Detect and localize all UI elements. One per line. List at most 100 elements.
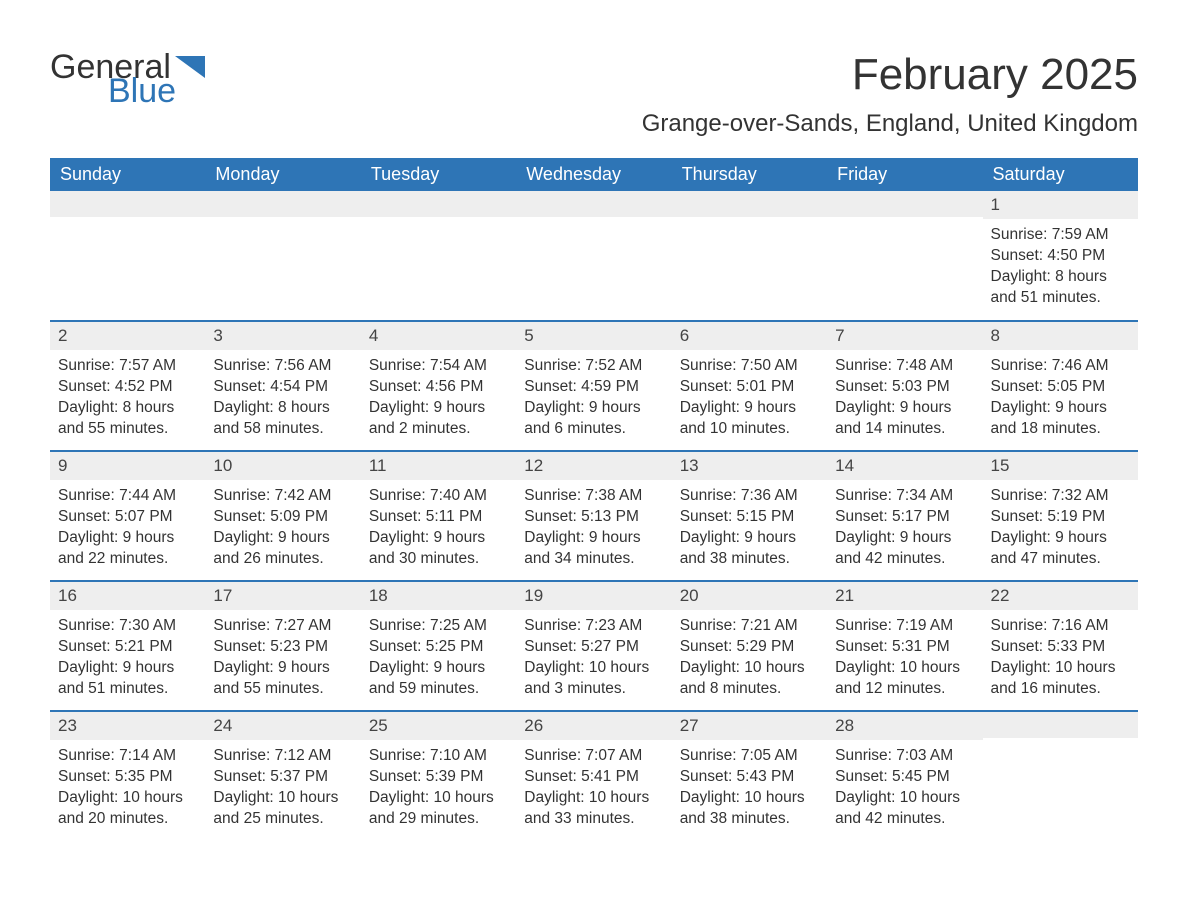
col-thursday: Thursday xyxy=(672,158,827,191)
calendar-cell: 4Sunrise: 7:54 AMSunset: 4:56 PMDaylight… xyxy=(361,321,516,451)
daylight2-text: and 33 minutes. xyxy=(524,809,663,830)
calendar-cell: 27Sunrise: 7:05 AMSunset: 5:43 PMDayligh… xyxy=(672,711,827,841)
sunset-text: Sunset: 5:41 PM xyxy=(524,767,663,788)
daylight2-text: and 55 minutes. xyxy=(213,679,352,700)
col-tuesday: Tuesday xyxy=(361,158,516,191)
sunset-text: Sunset: 5:03 PM xyxy=(835,377,974,398)
daylight2-text: and 2 minutes. xyxy=(369,419,508,440)
day-content: Sunrise: 7:46 AMSunset: 5:05 PMDaylight:… xyxy=(983,350,1138,446)
sunrise-text: Sunrise: 7:07 AM xyxy=(524,746,663,767)
day-content: Sunrise: 7:14 AMSunset: 5:35 PMDaylight:… xyxy=(50,740,205,836)
daylight2-text: and 18 minutes. xyxy=(991,419,1130,440)
daylight1-text: Daylight: 9 hours xyxy=(991,398,1130,419)
sunrise-text: Sunrise: 7:03 AM xyxy=(835,746,974,767)
sunrise-text: Sunrise: 7:36 AM xyxy=(680,486,819,507)
day-content: Sunrise: 7:40 AMSunset: 5:11 PMDaylight:… xyxy=(361,480,516,576)
sunset-text: Sunset: 4:52 PM xyxy=(58,377,197,398)
sunset-text: Sunset: 5:33 PM xyxy=(991,637,1130,658)
day-content: Sunrise: 7:48 AMSunset: 5:03 PMDaylight:… xyxy=(827,350,982,446)
day-number: 3 xyxy=(205,322,360,350)
daylight1-text: Daylight: 9 hours xyxy=(835,398,974,419)
sunset-text: Sunset: 5:31 PM xyxy=(835,637,974,658)
sunset-text: Sunset: 5:19 PM xyxy=(991,507,1130,528)
calendar-body: 1Sunrise: 7:59 AMSunset: 4:50 PMDaylight… xyxy=(50,191,1138,841)
sunrise-text: Sunrise: 7:57 AM xyxy=(58,356,197,377)
sunset-text: Sunset: 5:37 PM xyxy=(213,767,352,788)
sunrise-text: Sunrise: 7:27 AM xyxy=(213,616,352,637)
calendar-cell xyxy=(983,711,1138,841)
calendar-cell xyxy=(205,191,360,321)
page-header: General Blue February 2025 Grange-over-S… xyxy=(50,50,1138,138)
sunset-text: Sunset: 5:11 PM xyxy=(369,507,508,528)
calendar-cell: 23Sunrise: 7:14 AMSunset: 5:35 PMDayligh… xyxy=(50,711,205,841)
day-number: 16 xyxy=(50,582,205,610)
daylight1-text: Daylight: 9 hours xyxy=(58,528,197,549)
sunset-text: Sunset: 5:23 PM xyxy=(213,637,352,658)
daylight1-text: Daylight: 10 hours xyxy=(524,788,663,809)
day-number: 10 xyxy=(205,452,360,480)
day-number: 4 xyxy=(361,322,516,350)
calendar-cell: 12Sunrise: 7:38 AMSunset: 5:13 PMDayligh… xyxy=(516,451,671,581)
sunrise-text: Sunrise: 7:54 AM xyxy=(369,356,508,377)
daylight2-text: and 29 minutes. xyxy=(369,809,508,830)
empty-day xyxy=(205,191,360,217)
calendar-cell xyxy=(50,191,205,321)
month-title: February 2025 xyxy=(642,50,1138,100)
day-number: 27 xyxy=(672,712,827,740)
daylight1-text: Daylight: 9 hours xyxy=(524,528,663,549)
day-content: Sunrise: 7:52 AMSunset: 4:59 PMDaylight:… xyxy=(516,350,671,446)
day-content: Sunrise: 7:21 AMSunset: 5:29 PMDaylight:… xyxy=(672,610,827,706)
daylight1-text: Daylight: 10 hours xyxy=(680,658,819,679)
daylight1-text: Daylight: 9 hours xyxy=(680,528,819,549)
day-number: 22 xyxy=(983,582,1138,610)
day-content: Sunrise: 7:10 AMSunset: 5:39 PMDaylight:… xyxy=(361,740,516,836)
col-monday: Monday xyxy=(205,158,360,191)
sunset-text: Sunset: 5:01 PM xyxy=(680,377,819,398)
calendar-cell: 17Sunrise: 7:27 AMSunset: 5:23 PMDayligh… xyxy=(205,581,360,711)
daylight2-text: and 30 minutes. xyxy=(369,549,508,570)
daylight1-text: Daylight: 10 hours xyxy=(680,788,819,809)
day-content: Sunrise: 7:36 AMSunset: 5:15 PMDaylight:… xyxy=(672,480,827,576)
day-content: Sunrise: 7:59 AMSunset: 4:50 PMDaylight:… xyxy=(983,219,1138,315)
sunset-text: Sunset: 5:39 PM xyxy=(369,767,508,788)
sunrise-text: Sunrise: 7:25 AM xyxy=(369,616,508,637)
sunset-text: Sunset: 4:59 PM xyxy=(524,377,663,398)
day-content: Sunrise: 7:57 AMSunset: 4:52 PMDaylight:… xyxy=(50,350,205,446)
daylight2-text: and 34 minutes. xyxy=(524,549,663,570)
sunrise-text: Sunrise: 7:52 AM xyxy=(524,356,663,377)
sunrise-text: Sunrise: 7:14 AM xyxy=(58,746,197,767)
sunset-text: Sunset: 4:50 PM xyxy=(991,246,1130,267)
sunset-text: Sunset: 4:54 PM xyxy=(213,377,352,398)
calendar-cell xyxy=(827,191,982,321)
sunrise-text: Sunrise: 7:48 AM xyxy=(835,356,974,377)
empty-day xyxy=(827,191,982,217)
empty-day xyxy=(50,191,205,217)
calendar-page: General Blue February 2025 Grange-over-S… xyxy=(0,0,1188,881)
calendar-cell: 25Sunrise: 7:10 AMSunset: 5:39 PMDayligh… xyxy=(361,711,516,841)
calendar-cell: 15Sunrise: 7:32 AMSunset: 5:19 PMDayligh… xyxy=(983,451,1138,581)
day-number: 28 xyxy=(827,712,982,740)
daylight2-text: and 12 minutes. xyxy=(835,679,974,700)
calendar-cell: 13Sunrise: 7:36 AMSunset: 5:15 PMDayligh… xyxy=(672,451,827,581)
day-content: Sunrise: 7:12 AMSunset: 5:37 PMDaylight:… xyxy=(205,740,360,836)
daylight1-text: Daylight: 9 hours xyxy=(680,398,819,419)
daylight1-text: Daylight: 9 hours xyxy=(369,528,508,549)
day-content: Sunrise: 7:56 AMSunset: 4:54 PMDaylight:… xyxy=(205,350,360,446)
day-number: 18 xyxy=(361,582,516,610)
logo-text-blue: Blue xyxy=(108,74,176,108)
sunset-text: Sunset: 5:27 PM xyxy=(524,637,663,658)
daylight1-text: Daylight: 9 hours xyxy=(58,658,197,679)
day-number: 23 xyxy=(50,712,205,740)
sunrise-text: Sunrise: 7:12 AM xyxy=(213,746,352,767)
logo: General Blue xyxy=(50,50,205,108)
calendar-cell: 2Sunrise: 7:57 AMSunset: 4:52 PMDaylight… xyxy=(50,321,205,451)
daylight1-text: Daylight: 9 hours xyxy=(369,398,508,419)
day-content: Sunrise: 7:34 AMSunset: 5:17 PMDaylight:… xyxy=(827,480,982,576)
daylight2-text: and 42 minutes. xyxy=(835,549,974,570)
sunset-text: Sunset: 5:21 PM xyxy=(58,637,197,658)
calendar-cell xyxy=(516,191,671,321)
calendar-cell: 19Sunrise: 7:23 AMSunset: 5:27 PMDayligh… xyxy=(516,581,671,711)
calendar-cell: 26Sunrise: 7:07 AMSunset: 5:41 PMDayligh… xyxy=(516,711,671,841)
daylight1-text: Daylight: 8 hours xyxy=(213,398,352,419)
day-number: 9 xyxy=(50,452,205,480)
